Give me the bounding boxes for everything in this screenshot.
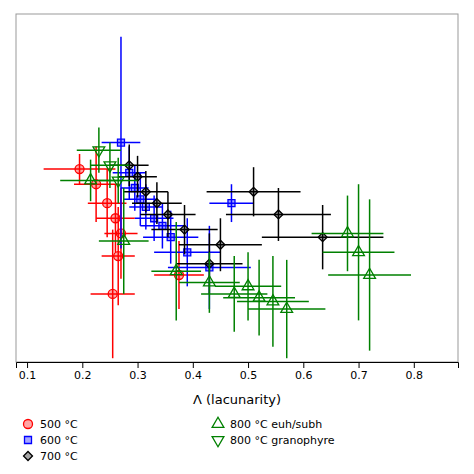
point <box>163 210 172 219</box>
point <box>170 264 182 274</box>
x-tick: 0.2 <box>74 362 92 382</box>
series <box>110 145 383 294</box>
point <box>141 187 150 196</box>
x-error-bar <box>312 233 384 235</box>
x-error-bar <box>215 286 281 288</box>
marks <box>44 37 411 359</box>
legend-item: 700 °C <box>24 450 78 463</box>
point <box>267 295 279 305</box>
x-error-bar <box>99 180 138 182</box>
x-tick-mark <box>303 362 304 368</box>
point <box>281 302 293 312</box>
point <box>108 289 117 298</box>
legend-item: 500 °C <box>23 418 78 431</box>
point <box>112 177 124 187</box>
x-tick-label: 0.6 <box>295 369 313 382</box>
point <box>242 280 254 290</box>
point <box>159 222 166 229</box>
x-tick-mark <box>193 362 194 368</box>
plot-frame <box>16 14 458 362</box>
x-error-bar <box>248 308 325 310</box>
x-tick: 0.4 <box>185 362 203 382</box>
point <box>203 276 215 286</box>
x-tick-label: 0.3 <box>129 369 147 382</box>
x-tick-mark <box>248 362 249 368</box>
point <box>180 225 189 234</box>
point <box>228 287 240 297</box>
x-tick-label: 0.2 <box>74 369 92 382</box>
x-tick: 0.6 <box>295 362 313 382</box>
point <box>114 252 123 261</box>
point <box>216 240 225 249</box>
legend-label: 500 °C <box>40 418 78 431</box>
point <box>274 210 283 219</box>
point <box>342 227 354 237</box>
x-error-bar <box>91 165 130 167</box>
x-tick: 0.5 <box>240 362 257 382</box>
point <box>111 214 120 223</box>
x-tick: 0.7 <box>350 362 368 382</box>
legend: 500 °C 600 °C 700 °C 800 °C euh/subh 800 °C … <box>23 417 334 463</box>
point <box>118 234 130 244</box>
legend-symbol <box>212 417 224 427</box>
x-tick: 0.1 <box>19 362 37 382</box>
legend-label: 600 °C <box>40 434 78 447</box>
x-tick-label: 0.4 <box>185 369 203 382</box>
x-tick-mark <box>414 362 415 368</box>
x-tick-label: 0.1 <box>19 369 37 382</box>
x-error-bar <box>77 149 121 151</box>
x-axis: 0.1 0.2 0.3 0.4 0.5 0.6 0.7 0.8 <box>17 362 459 382</box>
point <box>75 165 84 174</box>
x-tick: 0.8 <box>406 362 424 382</box>
legend-label: 700 °C <box>40 450 78 463</box>
x-error-bar <box>323 252 395 254</box>
x-tick-mark <box>27 362 28 368</box>
x-tick-mark <box>82 362 83 368</box>
series <box>60 160 411 359</box>
point <box>353 246 365 256</box>
point <box>364 268 376 278</box>
legend-label: 800 °C euh/subh <box>230 418 322 431</box>
series <box>77 127 138 203</box>
point <box>103 199 112 208</box>
plot: 0.1 0.2 0.3 0.4 0.5 0.6 0.7 0.8 <box>16 14 459 382</box>
x-error-bar <box>237 301 309 303</box>
point <box>104 162 116 172</box>
x-tick-mark <box>138 362 139 368</box>
x-error-bar <box>151 270 201 272</box>
legend-item: 800 °C granophyre <box>212 434 335 447</box>
point <box>253 291 265 301</box>
point <box>152 199 161 208</box>
x-error-bar <box>99 240 149 242</box>
legend-item: 800 °C euh/subh <box>212 417 322 431</box>
legend-symbol <box>24 452 33 461</box>
x-axis-line <box>17 363 459 369</box>
point <box>249 187 258 196</box>
x-tick-label: 0.7 <box>350 369 368 382</box>
legend-symbol <box>23 419 32 428</box>
x-tick: 0.3 <box>129 362 147 382</box>
point <box>93 147 105 157</box>
point <box>117 139 124 146</box>
legend-symbol <box>212 437 224 447</box>
legend-symbol <box>25 437 32 444</box>
series <box>102 37 254 309</box>
x-error-bar <box>179 282 240 284</box>
x-error-bar <box>328 274 411 276</box>
x-axis-title: Λ (lacunarity) <box>193 392 281 407</box>
x-tick-mark <box>359 362 360 368</box>
x-tick-label: 0.5 <box>240 369 257 382</box>
x-tick-label: 0.8 <box>406 369 424 382</box>
legend-item: 600 °C <box>25 434 78 447</box>
point <box>228 200 235 207</box>
chart: 0.1 0.2 0.3 0.4 0.5 0.6 0.7 0.8 Λ (lacunarity) 50… <box>0 0 474 474</box>
legend-label: 800 °C granophyre <box>230 434 335 447</box>
point <box>85 174 97 184</box>
